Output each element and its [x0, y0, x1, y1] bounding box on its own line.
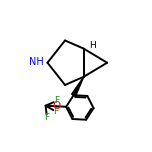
Polygon shape [72, 77, 84, 96]
Text: NH: NH [29, 57, 43, 67]
Text: H: H [89, 41, 96, 50]
Text: F: F [44, 113, 50, 122]
Text: F: F [54, 96, 59, 105]
Text: O: O [52, 101, 60, 111]
Text: F: F [54, 107, 59, 116]
